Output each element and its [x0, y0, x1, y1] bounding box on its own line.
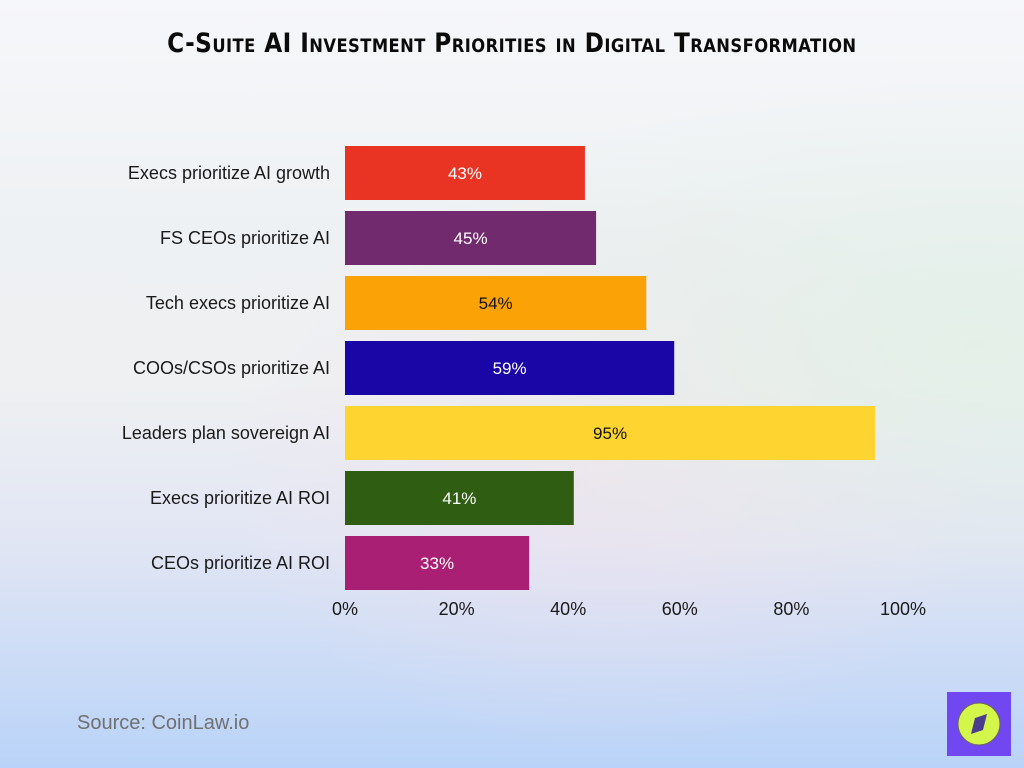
- x-tick-label: 40%: [550, 599, 586, 619]
- bar: [345, 406, 876, 460]
- category-label: COOs/CSOs prioritize AI: [133, 358, 330, 378]
- data-label: 43%: [448, 164, 482, 183]
- bar: [345, 536, 530, 590]
- category-label: Execs prioritize AI growth: [128, 163, 330, 183]
- data-label: 45%: [454, 229, 488, 248]
- category-label: CEOs prioritize AI ROI: [151, 553, 330, 573]
- category-label: Tech execs prioritize AI: [146, 293, 330, 313]
- x-tick-label: 100%: [880, 599, 926, 619]
- category-label: FS CEOs prioritize AI: [160, 228, 330, 248]
- data-label: 54%: [479, 294, 513, 313]
- category-label: Leaders plan sovereign AI: [122, 423, 330, 443]
- x-tick-label: 0%: [332, 599, 358, 619]
- compass-icon: [957, 702, 1001, 746]
- bar: [345, 471, 574, 525]
- data-label: 41%: [442, 489, 476, 508]
- chart-title: C-Suite AI Investment Priorities in Digi…: [0, 28, 1024, 59]
- category-label: Execs prioritize AI ROI: [150, 488, 330, 508]
- bar: [345, 341, 675, 395]
- logo: [947, 692, 1011, 756]
- bar: [345, 211, 597, 265]
- x-tick-label: 60%: [662, 599, 698, 619]
- x-tick-label: 20%: [439, 599, 475, 619]
- bar: [345, 146, 585, 200]
- data-label: 95%: [593, 424, 627, 443]
- chart-title-text: C-Suite AI Investment Priorities in Digi…: [167, 28, 857, 59]
- bar: [345, 276, 647, 330]
- x-tick-label: 80%: [773, 599, 809, 619]
- data-label: 33%: [420, 554, 454, 573]
- data-label: 59%: [493, 359, 527, 378]
- source-text: Source: CoinLaw.io: [77, 712, 250, 734]
